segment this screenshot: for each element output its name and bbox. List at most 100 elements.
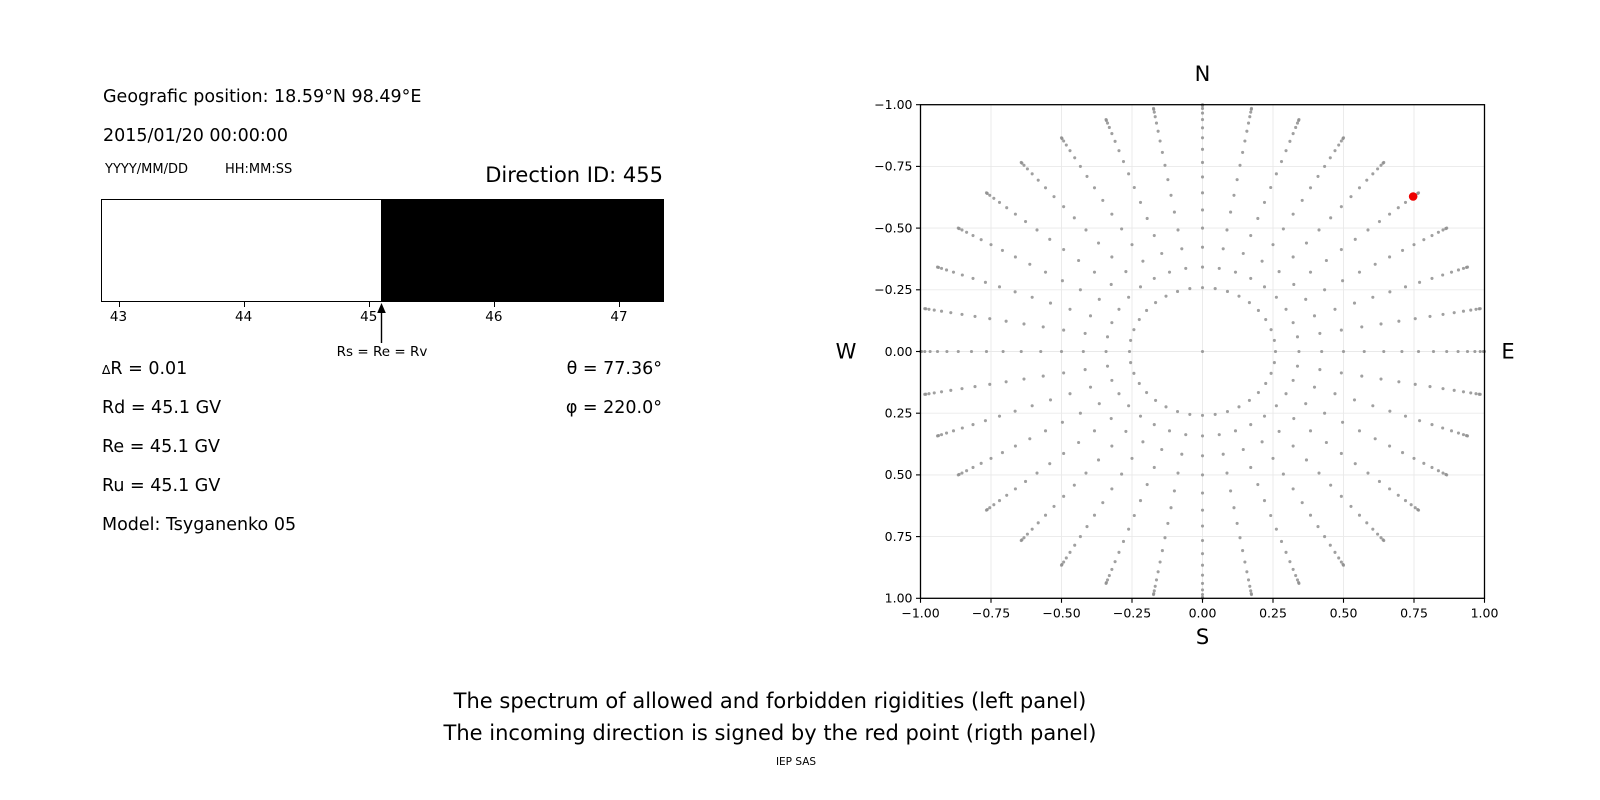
grid-dot [956,473,960,477]
grid-dot [1064,143,1068,147]
grid-dot [1324,258,1328,263]
arrow-head-icon [377,303,386,313]
grid-dot [1013,409,1017,413]
grid-dot [1441,471,1445,475]
grid-dot [1292,416,1296,421]
grid-dot [1274,527,1278,531]
grid-dot [1200,208,1205,212]
grid-dot [1274,404,1278,408]
grid-dot [960,312,964,316]
grid-dot [1154,398,1158,402]
grid-dot [1241,150,1245,154]
y-tick-label: 0.00 [885,344,913,359]
grid-dot [1129,338,1133,342]
grid-dot [1469,391,1473,395]
grid-dot [1403,499,1408,503]
grid-dot [1431,349,1436,354]
grid-dot [1339,139,1343,143]
grid-dot [984,191,989,195]
grid-dot [997,414,1002,418]
grid-dot [1013,444,1017,448]
grid-dot [1441,312,1445,316]
grid-dot [1048,301,1053,305]
grid-dot [1004,319,1008,323]
grid-dot [1382,539,1386,543]
grid-dot [1200,588,1205,592]
grid-dot [1013,255,1017,259]
grid-dot [960,471,964,475]
grid-dot [1217,266,1221,270]
grid-dot [1436,469,1440,473]
grid-dot [1043,429,1048,433]
grid-dot [1132,328,1136,332]
grid-dot [1379,322,1383,326]
grid-dot [935,434,940,438]
grid-dot [1152,423,1156,427]
grid-dot [984,508,989,512]
grid-dot [935,349,940,354]
grid-dot [956,226,960,230]
grid-dot [1062,451,1066,456]
grid-dot [1025,532,1029,536]
grid-dot [1152,589,1156,593]
grid-dot [1200,106,1205,110]
grid-dot [1068,149,1072,153]
grid-dot [1316,525,1320,529]
grid-dot [1474,392,1478,396]
grid-dot [1156,570,1160,574]
grid-dot [973,385,977,389]
grid-dot [1256,216,1260,221]
grid-dot [932,391,936,395]
grid-dot [1158,139,1162,143]
grid-dot [1030,404,1034,408]
grid-dot [1237,294,1241,298]
grid-dot [1249,593,1254,597]
grid-dot [1452,388,1456,392]
grid-dot [1300,501,1304,505]
grid-dot [1333,392,1337,396]
grid-dot [1382,160,1386,164]
grid-dot [1110,212,1114,216]
grid-dot [1138,285,1143,289]
axis-tick-label: 47 [610,309,628,325]
grid-dot [1295,121,1300,125]
grid-dot [1164,405,1168,409]
grid-dot [1078,411,1082,415]
grid-dot [1072,216,1076,220]
grid-dot [1256,482,1260,487]
grid-dot [1403,285,1408,289]
grid-dot [1107,125,1111,130]
grid-dot [1396,206,1400,210]
grid-dot [1297,118,1301,122]
grid-dot [1412,456,1416,460]
grid-dot [932,308,936,312]
grid-dot [1078,535,1082,539]
grid-dot [1035,228,1039,232]
grid-dot [969,349,974,354]
grid-dot [1376,167,1380,171]
grid-dot [1036,521,1040,525]
grid-dot [1337,143,1341,147]
grid-dot [1043,186,1048,190]
grid-dot [1117,550,1121,554]
axis-tick [118,302,120,307]
grid-dot [1379,377,1383,381]
grid-dot [1200,160,1205,164]
grid-dot [1137,381,1141,385]
grid-dot [1096,241,1101,245]
grid-dot [1456,431,1461,435]
grid-dot [1232,193,1236,197]
grid-dot [1172,489,1176,493]
grid-dot [1371,295,1375,299]
grid-dot [1329,216,1333,220]
grid-dot [1243,560,1247,564]
grid-dot [1164,294,1168,298]
grid-dot [1127,295,1131,299]
grid-dot [1388,487,1392,491]
grid-dot [1068,307,1072,311]
grid-dot [1360,374,1364,378]
grid-dot [1117,392,1121,396]
grid-dot [1388,290,1392,294]
grid-dot [1324,440,1328,445]
grid-dot [1060,279,1064,283]
